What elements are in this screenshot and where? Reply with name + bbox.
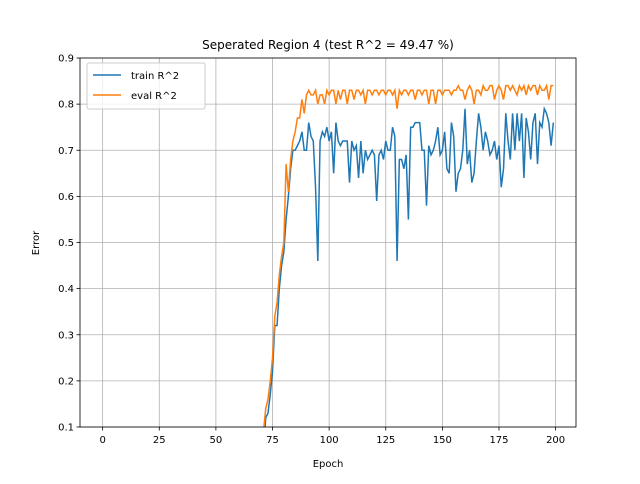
plot-area — [263, 83, 555, 427]
y-tick-label: 0.1 — [58, 423, 74, 434]
chart-title: Seperated Region 4 (test R^2 = 49.47 %) — [202, 38, 454, 52]
legend-label: eval R^2 — [131, 91, 177, 102]
y-tick-label: 0.8 — [58, 100, 74, 111]
x-tick-label: 125 — [376, 435, 395, 446]
x-tick-label: 100 — [320, 435, 339, 446]
x-tick-label: 175 — [489, 435, 508, 446]
y-tick-label: 0.7 — [58, 146, 74, 157]
legend-box — [86, 62, 206, 110]
line-series — [263, 83, 554, 427]
x-tick-label: 150 — [433, 435, 452, 446]
legend-label: train R^2 — [131, 71, 179, 82]
x-tick-label: 75 — [266, 435, 279, 446]
y-axis-label: Error — [31, 230, 42, 255]
y-tick-label: 0.2 — [58, 376, 74, 387]
x-tick-label: 50 — [210, 435, 223, 446]
y-tick-label: 0.6 — [58, 192, 74, 203]
y-tick-label: 0.4 — [58, 284, 74, 295]
x-tick-label: 0 — [99, 435, 105, 446]
legend: train R^2 eval R^2 — [86, 62, 206, 110]
line-series — [264, 106, 555, 427]
y-tick-label: 0.3 — [58, 330, 74, 341]
x-axis-label: Epoch — [313, 459, 344, 470]
y-tick-label: 0.9 — [58, 54, 74, 65]
x-tick-label: 200 — [546, 435, 565, 446]
y-tick-label: 0.5 — [58, 238, 74, 249]
x-tick-label: 25 — [153, 435, 166, 446]
